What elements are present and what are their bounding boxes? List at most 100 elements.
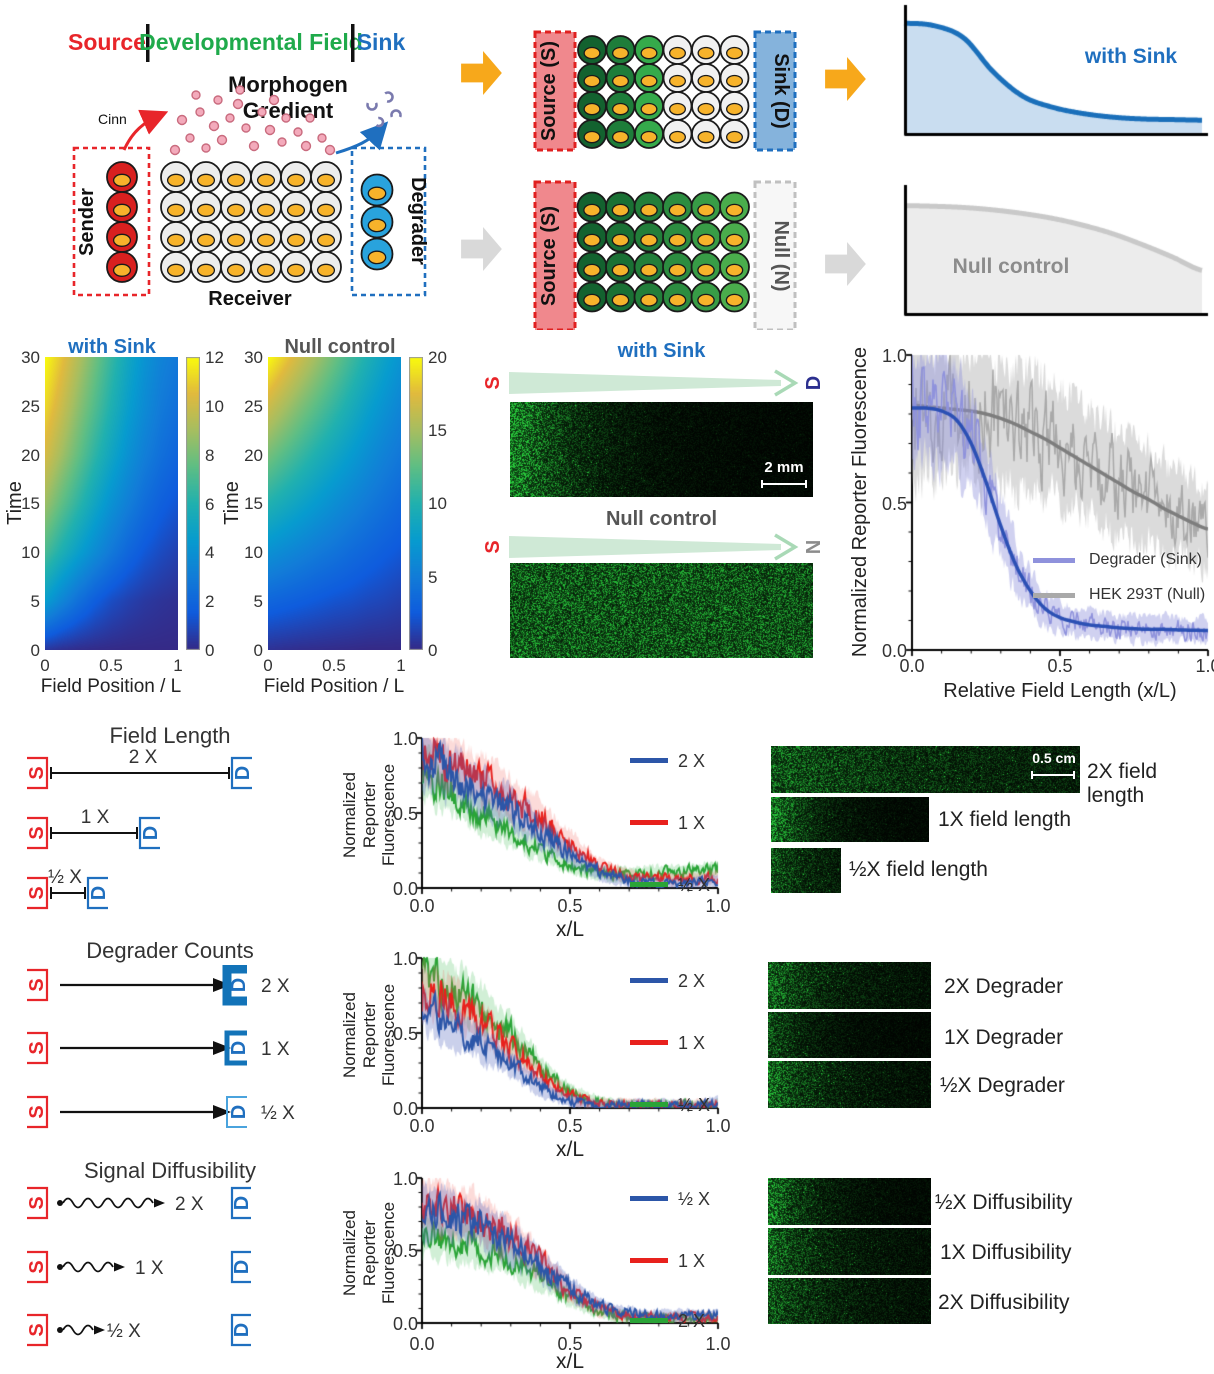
- sender-cells: [106, 161, 138, 283]
- legend-swatch: [630, 1318, 668, 1323]
- cell-strip-diagrams: Source (S) Sink (D) Source (S) Null (N): [533, 30, 797, 330]
- legend-label: 1 X: [678, 1033, 706, 1053]
- s-marker: S: [26, 1323, 48, 1336]
- diffusibility-2x-label: 2 X: [175, 1194, 204, 1215]
- signal-arrows: [60, 978, 231, 1119]
- legend-swatch: [630, 1258, 668, 1263]
- d-bracket-halfx: [226, 1096, 247, 1128]
- f3-xlabel: x/L: [555, 1350, 584, 1373]
- xtick: 1.0: [705, 1116, 731, 1136]
- image-label: 1X Degrader: [944, 1026, 1064, 1049]
- d-marker: D: [232, 766, 254, 780]
- degrader-halfx-label: ½ X: [261, 1103, 295, 1124]
- source-s-label-null: Source (S): [538, 206, 560, 306]
- f2-xlabel: x/L: [555, 1138, 584, 1161]
- s-marker: S: [26, 978, 48, 991]
- morphogen-label-line1: Morphogen: [228, 72, 348, 97]
- source-box-null-condition: [533, 180, 577, 330]
- ytick: 5: [253, 592, 263, 611]
- s-marker: S: [26, 1196, 48, 1209]
- signal-diffusibility-schematic: S S S 2 X 1 X ½ X D D D: [26, 1186, 253, 1347]
- main-plot-ylabel: Normalized Reporter Fluorescence: [849, 346, 871, 658]
- sink-d-label: Sink (D): [770, 53, 792, 129]
- cinn-secretion-arrow: [122, 109, 169, 151]
- legend-label: 2 X: [678, 751, 706, 771]
- legend-label-degrader: Degrader (Sink): [1089, 551, 1202, 568]
- kymograph-null-colorbar: [409, 357, 423, 650]
- diffusibility-plot: [410, 1173, 720, 1333]
- d-bracket-1x: [224, 1030, 247, 1066]
- s-marker: S: [26, 826, 48, 839]
- header-source: Source: [68, 29, 146, 55]
- ytick: 0.5: [392, 1024, 418, 1044]
- d-marker: D: [228, 1105, 250, 1119]
- diffusibility-1x-label: 1 X: [135, 1258, 164, 1279]
- image-2x-diffusibility: [768, 1278, 931, 1324]
- degrader-counts-plot: [410, 953, 720, 1118]
- main-plot-xlabel: Relative Field Length (x/L): [943, 680, 1177, 702]
- cbar-tick: 2: [205, 592, 215, 611]
- d-marker: D: [228, 978, 250, 992]
- header-divider: [351, 24, 355, 62]
- image-1x-field-length: [771, 797, 929, 842]
- legend-label: 1 X: [678, 813, 706, 833]
- cbar-tick: 0: [428, 641, 438, 660]
- xtick: 0: [40, 656, 50, 675]
- sink-d-letter: D: [803, 376, 825, 390]
- xtick: 0.5: [557, 1116, 583, 1136]
- d-marker: D: [140, 826, 162, 840]
- field-length-2x-label: 2 X: [129, 747, 158, 768]
- xtick: 1: [396, 656, 406, 675]
- xtick: 1.0: [705, 896, 731, 916]
- cbar-tick: 10: [428, 494, 447, 513]
- cbar-tick: 15: [428, 421, 447, 440]
- image-halfx-field-length: [771, 848, 841, 893]
- image-label: 2X field length: [1087, 760, 1158, 807]
- legend-swatch: [630, 1040, 668, 1045]
- xtick: 0.0: [409, 1116, 435, 1136]
- xtick: 1.0: [1195, 656, 1214, 676]
- source-s-letter: S: [483, 540, 504, 553]
- image-1x-degrader: [768, 1012, 931, 1058]
- image-halfx-diffusibility: [768, 1178, 931, 1225]
- sketch-null-control-label: Null control: [952, 255, 1070, 278]
- sink-box: [753, 30, 797, 152]
- microscopy-sink-title: with Sink: [617, 340, 706, 362]
- ytick: 0: [30, 641, 40, 660]
- wedge-arrowhead: [774, 369, 799, 397]
- cbar-tick: 5: [428, 568, 438, 587]
- s-marker: S: [26, 1105, 48, 1118]
- main-plot: [900, 350, 1210, 660]
- legend-swatch: [630, 978, 668, 983]
- wave-arrowheads: [94, 1198, 165, 1335]
- wedge-arrowhead: [774, 533, 799, 561]
- s-marker: S: [26, 1041, 48, 1054]
- ytick: 1.0: [392, 949, 418, 969]
- legend-swatch-degrader: [1033, 558, 1075, 563]
- ytick: 0.5: [392, 804, 418, 824]
- s-brackets: [27, 756, 49, 910]
- image-halfx-degrader: [768, 1061, 931, 1108]
- xtick: 0.5: [99, 656, 123, 675]
- diffusibility-halfx-label: ½ X: [107, 1321, 141, 1342]
- kymograph-sink: [45, 357, 178, 650]
- ytick: 30: [21, 348, 40, 367]
- null-n-letter: N: [803, 540, 825, 554]
- ytick: 20: [21, 446, 40, 465]
- degradation-arrow: [335, 121, 389, 155]
- receiver-cells: [160, 161, 342, 283]
- d-brackets: [230, 1186, 251, 1347]
- cbar-tick: 8: [205, 446, 215, 465]
- d-marker: D: [88, 886, 110, 900]
- degrader-cells: [360, 173, 394, 271]
- cbar-tick: 10: [205, 397, 224, 416]
- ytick: 1.0: [392, 729, 418, 749]
- source-box-sink-condition: [533, 30, 577, 152]
- cbar-tick: 4: [205, 543, 215, 562]
- legend-label: 2 X: [678, 971, 706, 991]
- image-label: ½X field length: [849, 858, 988, 881]
- source-s-label: Source (S): [538, 41, 560, 141]
- kymograph-sink-xlabel: Field Position / L: [40, 676, 182, 697]
- cinn-label: Cinn: [98, 111, 127, 127]
- ytick: 0: [253, 641, 263, 660]
